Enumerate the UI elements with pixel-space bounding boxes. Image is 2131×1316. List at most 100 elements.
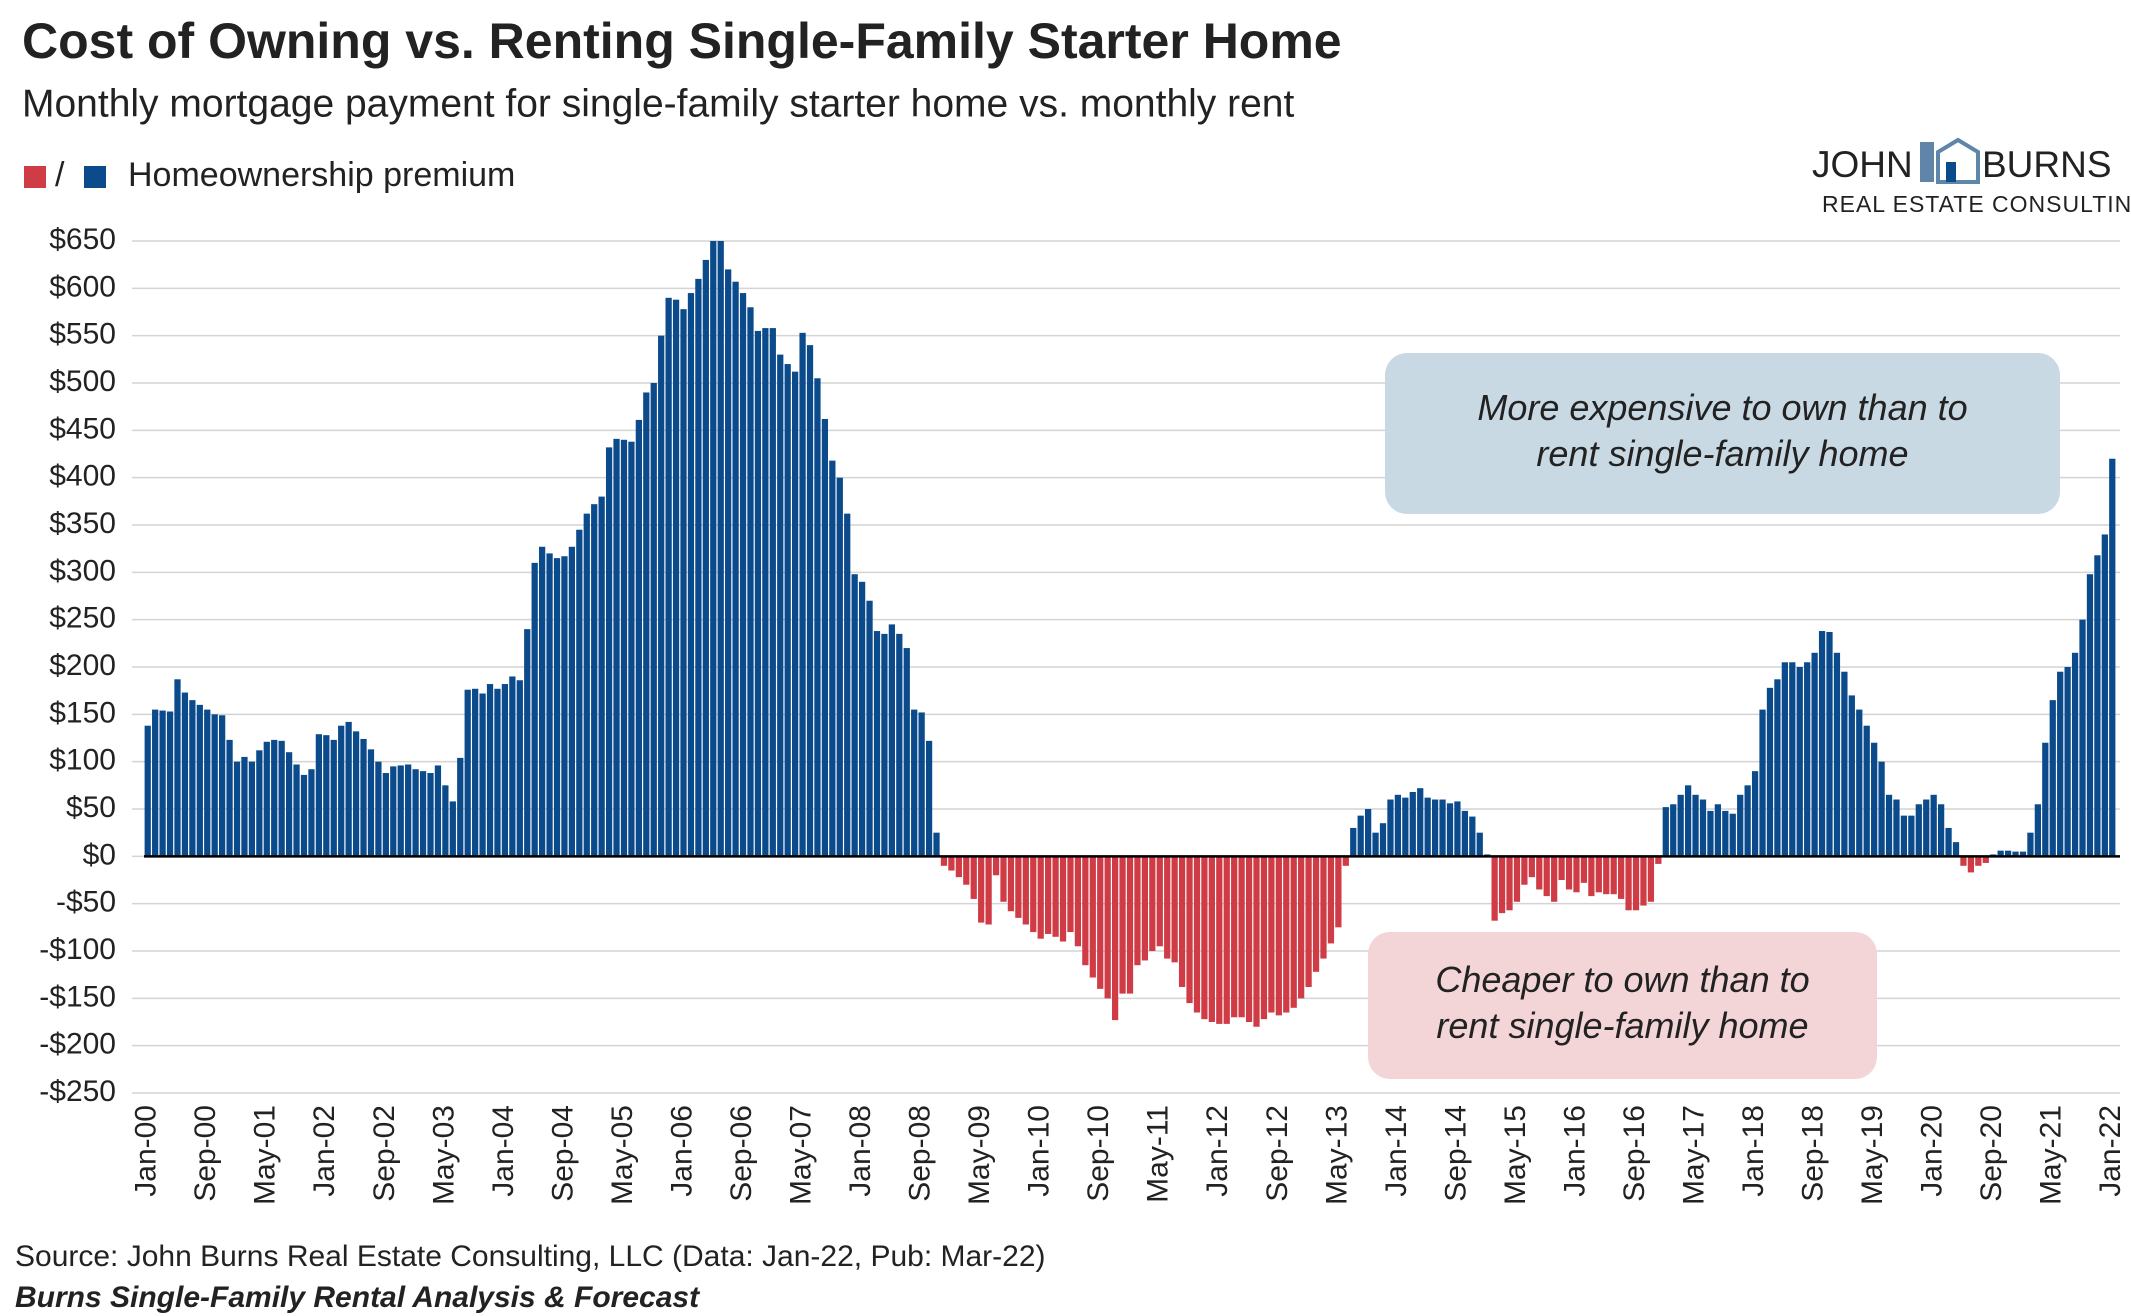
bar	[479, 693, 486, 857]
chart-title: Cost of Owning vs. Renting Single-Family…	[22, 13, 1342, 69]
bar	[1580, 856, 1588, 883]
bar	[635, 419, 642, 857]
y-tick-label: -$100	[39, 933, 116, 966]
bar	[1662, 807, 1669, 857]
bar	[561, 556, 568, 857]
bar	[1193, 856, 1201, 1013]
bar	[769, 328, 776, 857]
bar	[1528, 856, 1535, 878]
bar	[1372, 832, 1379, 857]
bar	[747, 307, 754, 857]
bar	[524, 629, 531, 857]
bar	[1394, 794, 1402, 857]
y-tick-label: $0	[83, 838, 116, 871]
bar	[955, 856, 962, 878]
x-tick-label: Sep-06	[725, 1105, 758, 1202]
bar	[419, 771, 427, 857]
bar	[762, 328, 769, 857]
bar	[1439, 799, 1446, 857]
x-tick-label: Jan-20	[1916, 1105, 1949, 1197]
bar	[1714, 804, 1722, 857]
bar	[531, 562, 538, 857]
bar	[1126, 856, 1134, 994]
bar	[821, 418, 829, 857]
bar	[1067, 856, 1074, 933]
y-tick-label: $300	[49, 554, 116, 587]
bar	[144, 725, 151, 857]
x-tick-label: May-09	[963, 1105, 996, 1205]
bar	[1253, 856, 1260, 1027]
bar	[2012, 851, 2019, 857]
x-tick-label: Jan-04	[487, 1105, 520, 1197]
bar	[338, 725, 345, 857]
bar	[546, 553, 553, 857]
x-tick-label: May-03	[427, 1105, 460, 1205]
logo-door	[1946, 162, 1956, 182]
bar	[464, 689, 471, 857]
bar	[1119, 856, 1126, 994]
bar	[613, 438, 620, 857]
bar	[1632, 856, 1640, 911]
x-tick-label: May-21	[2035, 1105, 2068, 1205]
x-tick-label: May-19	[1856, 1105, 1889, 1205]
bar	[1796, 667, 1803, 857]
bar	[1818, 631, 1826, 857]
bar	[1536, 856, 1543, 890]
bar	[1379, 823, 1387, 857]
bar	[1476, 832, 1483, 857]
annotation-text: rent single-family home	[1436, 1005, 1808, 1046]
bar	[1104, 856, 1111, 999]
y-tick-label: $450	[49, 412, 116, 445]
bar	[1967, 856, 1975, 873]
bar	[888, 624, 895, 857]
bar	[1930, 794, 1937, 857]
bar	[1454, 801, 1461, 857]
bar	[851, 574, 858, 857]
bar	[472, 688, 479, 857]
bar	[1059, 856, 1067, 942]
x-tick-label: Sep-02	[368, 1105, 401, 1202]
y-tick-label: $150	[49, 696, 116, 729]
x-tick-label: Jan-12	[1201, 1105, 1234, 1197]
bar	[256, 750, 263, 857]
bar	[1707, 810, 1714, 857]
bar	[1402, 797, 1409, 857]
bar	[918, 712, 925, 857]
bar	[367, 749, 375, 857]
x-tick-label: May-17	[1677, 1105, 1710, 1205]
bar	[1141, 856, 1149, 961]
x-tick-label: Sep-00	[189, 1105, 222, 1202]
bar	[1245, 856, 1253, 1022]
bar	[278, 740, 285, 857]
bar	[643, 392, 650, 857]
bar	[1298, 856, 1305, 999]
bar	[628, 441, 635, 857]
bar	[285, 752, 293, 857]
bar	[777, 354, 784, 857]
x-tick-label: May-15	[1499, 1105, 1532, 1205]
bar	[933, 832, 940, 857]
y-tick-label: $400	[49, 460, 116, 493]
legend-swatch	[84, 166, 106, 188]
x-tick-label: Jan-18	[1737, 1105, 1770, 1197]
bar	[390, 766, 397, 857]
y-tick-label: $500	[49, 365, 116, 398]
x-tick-label: Jan-08	[844, 1105, 877, 1197]
bar	[799, 332, 806, 857]
bar	[792, 371, 799, 857]
bar	[2086, 574, 2094, 857]
bar	[1744, 785, 1751, 857]
bar	[1789, 662, 1796, 857]
bar	[1216, 856, 1223, 1024]
annotation-text: Cheaper to own than to	[1435, 959, 1809, 1000]
bar	[903, 648, 910, 857]
bar	[1863, 725, 1870, 857]
bar	[1312, 856, 1320, 972]
bar	[300, 774, 308, 857]
bar	[233, 761, 241, 857]
bar	[1290, 856, 1297, 1008]
legend-separator: /	[55, 156, 65, 194]
bar	[1417, 788, 1424, 857]
bar	[1015, 856, 1022, 918]
bar	[829, 460, 836, 857]
